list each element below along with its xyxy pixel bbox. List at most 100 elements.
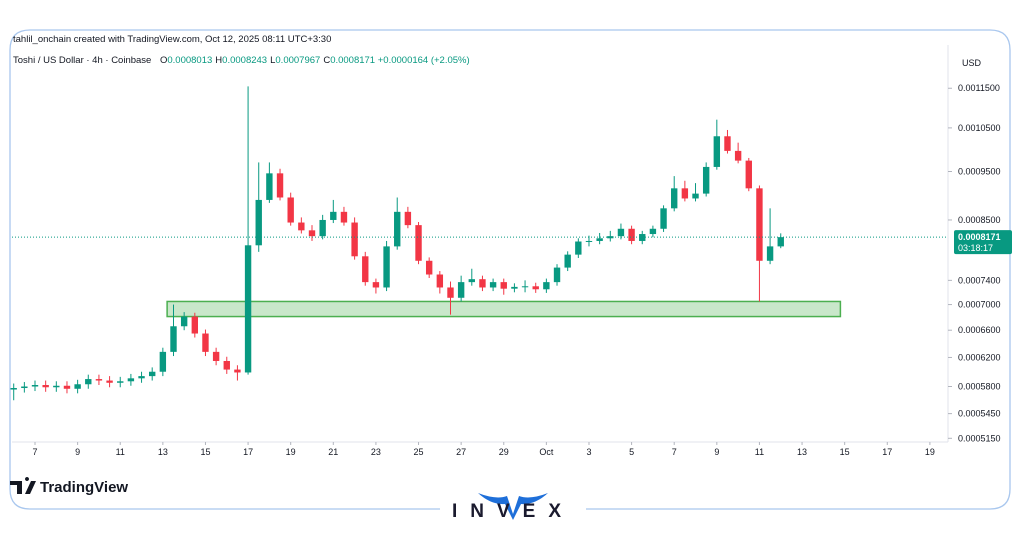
tv-logo [10, 477, 36, 494]
ohlc-label: H [215, 55, 223, 66]
candle-body [10, 388, 17, 390]
candle-body [489, 282, 497, 288]
candle-body [340, 211, 348, 223]
candle-body [447, 287, 454, 298]
candle-body [202, 333, 209, 352]
candle-body [745, 160, 752, 189]
ohlc-label: O [159, 55, 168, 66]
candle-body [191, 316, 199, 334]
y-tick-label: 0.0006600 [958, 325, 1001, 335]
x-tick-label: 15 [200, 447, 210, 457]
x-tick-label: 13 [797, 447, 807, 457]
candle-body [138, 376, 145, 379]
candle-body [543, 282, 550, 290]
legend-bar: Toshi / US Dollar · 4h · Coinbase O0.000… [13, 55, 470, 66]
x-tick-label: 7 [672, 447, 677, 457]
candle-body [170, 326, 177, 352]
candle-body [756, 188, 763, 261]
countdown: 03:18:17 [958, 243, 993, 253]
ohlc-value: 0.0007967 [275, 55, 321, 66]
candle-body [95, 379, 103, 381]
candle-body [106, 380, 113, 383]
x-tick-label: 7 [33, 447, 38, 457]
y-tick-label: 0.0011500 [958, 83, 1000, 93]
candle-body [255, 199, 262, 246]
candle-body [394, 211, 401, 247]
last-price-box [954, 230, 1012, 255]
candle-body [564, 254, 571, 268]
x-tick-label: 27 [456, 447, 466, 457]
candle-body [734, 150, 742, 161]
candle-body [585, 240, 593, 242]
candle-body [628, 228, 635, 241]
candle-body [127, 378, 135, 382]
candle-body [42, 385, 49, 388]
x-tick-label: 19 [925, 447, 935, 457]
candle-body [596, 238, 603, 241]
candle-body [511, 286, 518, 289]
y-tick-label: 0.0005150 [958, 433, 1001, 443]
candle-body [436, 274, 444, 288]
candle-body [532, 286, 539, 290]
x-tick-label: 9 [75, 447, 80, 457]
candle-body [180, 316, 188, 327]
candle-body [724, 136, 731, 151]
candle-body [85, 379, 92, 385]
candle-body [362, 256, 369, 283]
x-tick-label: 19 [286, 447, 296, 457]
candle-body [287, 197, 294, 223]
candle-body [777, 237, 784, 247]
candle-body [74, 384, 81, 389]
candle-body [617, 228, 625, 237]
currency: USD [962, 58, 982, 68]
watermark-logo [478, 493, 548, 520]
candle-body [383, 246, 390, 288]
candle-body [500, 282, 507, 289]
candle-body [223, 360, 230, 370]
candle-body [212, 351, 220, 361]
y-tick-label: 0.0005800 [958, 382, 1001, 392]
candle-body [575, 241, 582, 255]
y-tick-label: 0.0007000 [958, 300, 1001, 310]
candle-body [415, 225, 422, 261]
y-tick-label: 0.0006200 [958, 352, 1001, 362]
x-tick-label: 17 [243, 447, 253, 457]
frame [9, 29, 1011, 510]
candle-body [404, 211, 412, 226]
candle-body [330, 211, 337, 220]
ohlc-label: C [323, 55, 331, 66]
candle-body [319, 219, 326, 237]
candle-body [671, 188, 678, 209]
x-tick-label: 23 [371, 447, 381, 457]
support-zone [166, 300, 842, 318]
candle-body [766, 246, 774, 261]
candle-body [649, 228, 657, 235]
symbol: Toshi / US Dollar · 4h · Coinbase [13, 55, 152, 66]
candle-body [31, 385, 39, 387]
x-tick-label: 5 [629, 447, 634, 457]
candle-body [681, 188, 689, 199]
x-tick-label: 15 [840, 447, 850, 457]
ohlc-value: 0.0008243 [222, 55, 268, 66]
candle-body [479, 279, 486, 288]
x-tick-label: 21 [328, 447, 338, 457]
candle-body [159, 351, 167, 372]
ohlc: O0.0008013 H0.0008243 L0.0007967 C0.0008171 [154, 55, 378, 66]
ohlc-value: 0.0008171 [330, 55, 376, 66]
x-tick-label: 3 [586, 447, 591, 457]
candle-body [660, 208, 667, 229]
y-tick-label: 0.0007400 [958, 275, 1001, 285]
candle-body [117, 381, 124, 383]
candle-body [692, 193, 699, 199]
last-price-label: 0.0008171 [958, 232, 1001, 242]
x-tick-label: 11 [755, 447, 764, 457]
candle-body [372, 282, 380, 288]
candle-body [521, 286, 529, 288]
x-tick-label: 9 [714, 447, 719, 457]
candle-body [457, 282, 465, 298]
candle-body [244, 245, 252, 373]
candle-body [21, 386, 28, 389]
x-tick-label: 29 [499, 447, 509, 457]
candle-body [234, 369, 241, 373]
